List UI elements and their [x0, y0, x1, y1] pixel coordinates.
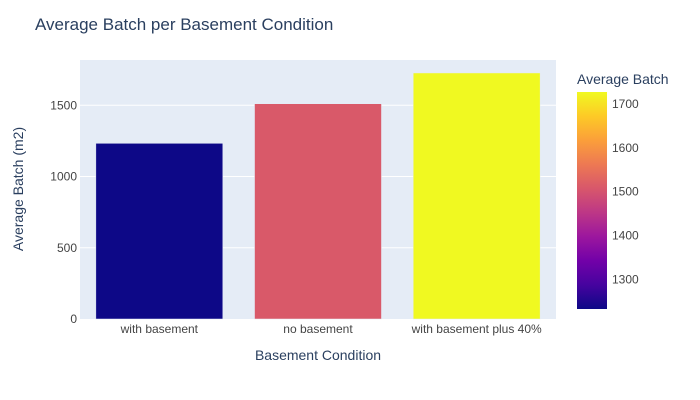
colorbar-tick-label: 1700: [612, 97, 639, 111]
x-tick-label: no basement: [283, 322, 353, 336]
colorbar-tick-label: 1300: [612, 273, 639, 287]
x-tick-label: with basement: [120, 322, 199, 336]
chart-title: Average Batch per Basement Condition: [35, 15, 333, 34]
colorbar-tick-label: 1400: [612, 229, 639, 243]
colorbar-tick-label: 1600: [612, 141, 639, 155]
y-tick-label: 500: [57, 241, 77, 255]
colorbar-tick-label: 1500: [612, 185, 639, 199]
colorbar-ticks: 1300 1400 1500 1600 1700: [612, 97, 639, 287]
y-tick-label: 1500: [50, 98, 77, 112]
bar: [95, 143, 224, 320]
x-axis-ticks: with basement no basement with basement pl…: [120, 322, 542, 336]
colorbar-title: Average Batch: [577, 71, 669, 87]
colorbar: [577, 92, 607, 309]
bar: [254, 103, 382, 320]
bars: [95, 72, 541, 320]
y-tick-label: 1000: [50, 170, 77, 184]
y-axis-ticks: 0 500 1000 1500: [50, 98, 77, 326]
x-axis-title: Basement Condition: [255, 347, 381, 363]
y-tick-label: 0: [70, 312, 77, 326]
bar: [412, 72, 541, 320]
x-tick-label: with basement plus 40%: [411, 322, 542, 336]
y-axis-title: Average Batch (m2): [10, 127, 26, 251]
